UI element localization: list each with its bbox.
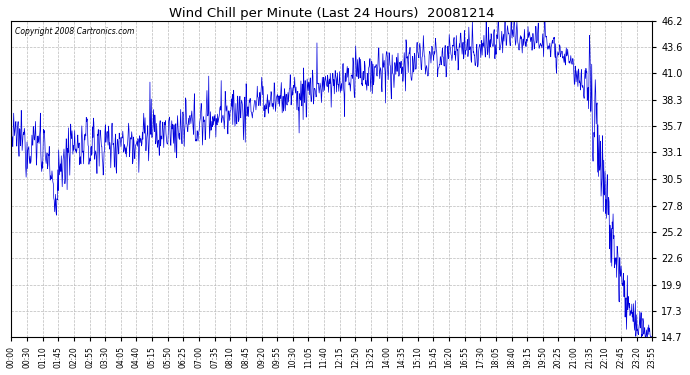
Text: Copyright 2008 Cartronics.com: Copyright 2008 Cartronics.com (14, 27, 134, 36)
Title: Wind Chill per Minute (Last 24 Hours)  20081214: Wind Chill per Minute (Last 24 Hours) 20… (169, 7, 495, 20)
